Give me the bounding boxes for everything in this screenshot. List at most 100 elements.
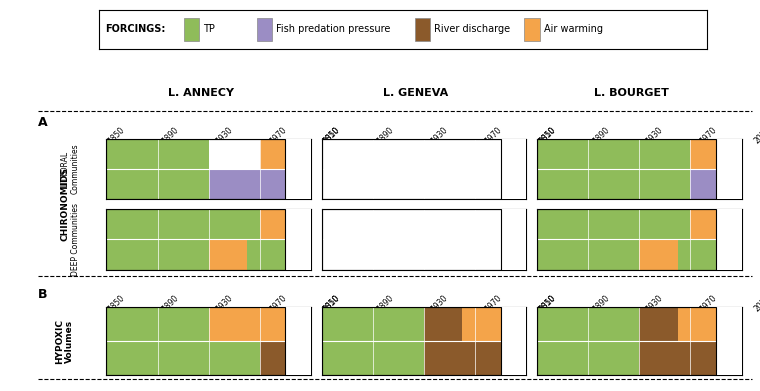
Bar [321, 341, 424, 375]
Text: 2010: 2010 [752, 125, 760, 145]
Bar [321, 307, 501, 375]
Bar [260, 341, 286, 375]
Bar [462, 341, 501, 375]
Bar [106, 139, 286, 199]
Bar [257, 18, 272, 41]
Text: 1930: 1930 [214, 125, 234, 145]
Bar [106, 239, 209, 270]
Bar [286, 139, 311, 199]
Bar [537, 209, 691, 239]
Text: Fish predation pressure: Fish predation pressure [277, 24, 391, 34]
Text: 1850: 1850 [321, 125, 342, 145]
Bar [691, 139, 716, 169]
Bar [209, 307, 286, 341]
Text: 1970: 1970 [483, 125, 503, 145]
Bar [537, 239, 639, 270]
Text: 1890: 1890 [591, 293, 611, 313]
Text: TP: TP [204, 24, 215, 34]
Bar [321, 139, 501, 199]
Text: B: B [38, 288, 47, 301]
Bar [462, 307, 501, 341]
Text: 1890: 1890 [375, 125, 395, 145]
Bar [537, 341, 639, 375]
Text: L. ANNECY: L. ANNECY [168, 88, 233, 98]
Text: 1850: 1850 [106, 125, 126, 145]
Bar [537, 139, 691, 169]
Text: 1890: 1890 [591, 125, 611, 145]
Bar [501, 139, 527, 199]
Text: CHIRONOMIDS: CHIRONOMIDS [60, 167, 69, 241]
Text: 1970: 1970 [698, 293, 719, 313]
Bar [260, 139, 286, 169]
Bar [501, 307, 527, 375]
Bar [106, 341, 209, 375]
Text: 1850: 1850 [321, 293, 342, 313]
Bar [209, 341, 260, 375]
Text: 2010: 2010 [321, 125, 342, 145]
Bar [106, 209, 260, 239]
Text: 1970: 1970 [483, 293, 503, 313]
Bar [639, 239, 678, 270]
Text: 1970: 1970 [268, 125, 288, 145]
Bar [537, 209, 716, 270]
Bar [537, 139, 716, 199]
Bar [184, 18, 199, 41]
Text: 1930: 1930 [214, 293, 234, 313]
Bar [415, 18, 430, 41]
Bar [501, 209, 527, 270]
Bar [691, 169, 716, 199]
Bar [209, 139, 260, 169]
Bar [209, 239, 247, 270]
Text: 2010: 2010 [321, 293, 342, 313]
Text: FORCINGS:: FORCINGS: [105, 24, 165, 34]
Bar [537, 169, 639, 199]
Bar [106, 307, 286, 375]
Bar [691, 209, 716, 239]
Bar [537, 307, 716, 375]
Bar [716, 139, 742, 199]
Bar [716, 307, 742, 375]
Text: 1930: 1930 [429, 125, 449, 145]
Text: LITTORAL
Communities: LITTORAL Communities [60, 144, 80, 194]
Bar [106, 169, 209, 199]
Bar [678, 341, 716, 375]
Text: 1930: 1930 [644, 293, 665, 313]
Bar [678, 307, 716, 341]
Text: 1850: 1850 [537, 125, 557, 145]
Text: 1850: 1850 [106, 293, 126, 313]
Bar [716, 209, 742, 270]
Bar [106, 139, 209, 169]
Text: 1850: 1850 [537, 293, 557, 313]
Bar [639, 307, 678, 341]
Text: 1970: 1970 [698, 125, 719, 145]
Text: 1970: 1970 [268, 293, 288, 313]
Text: 1890: 1890 [160, 293, 180, 313]
Bar [286, 307, 311, 375]
Text: 2010: 2010 [537, 293, 557, 313]
Bar [209, 169, 286, 199]
Text: 1890: 1890 [160, 125, 180, 145]
Text: Air warming: Air warming [544, 24, 603, 34]
Bar [639, 341, 678, 375]
Text: 1890: 1890 [375, 293, 395, 313]
Bar [424, 307, 462, 341]
Bar [678, 239, 716, 270]
Bar [106, 209, 286, 270]
Bar [247, 239, 286, 270]
Text: 1930: 1930 [429, 293, 449, 313]
Bar [321, 209, 501, 270]
Bar [537, 307, 639, 341]
Text: 2010: 2010 [752, 293, 760, 313]
Bar [286, 209, 311, 270]
Bar [106, 307, 209, 341]
Text: DEEP Communities: DEEP Communities [71, 203, 80, 276]
Text: A: A [38, 116, 48, 129]
Bar [260, 209, 286, 239]
Text: L. BOURGET: L. BOURGET [594, 88, 669, 98]
Text: HYPOXIC
Volumes: HYPOXIC Volumes [55, 319, 74, 364]
Text: L. GENEVA: L. GENEVA [383, 88, 448, 98]
Bar [524, 18, 540, 41]
Bar [321, 307, 424, 341]
Text: River discharge: River discharge [435, 24, 511, 34]
Text: 2010: 2010 [537, 125, 557, 145]
